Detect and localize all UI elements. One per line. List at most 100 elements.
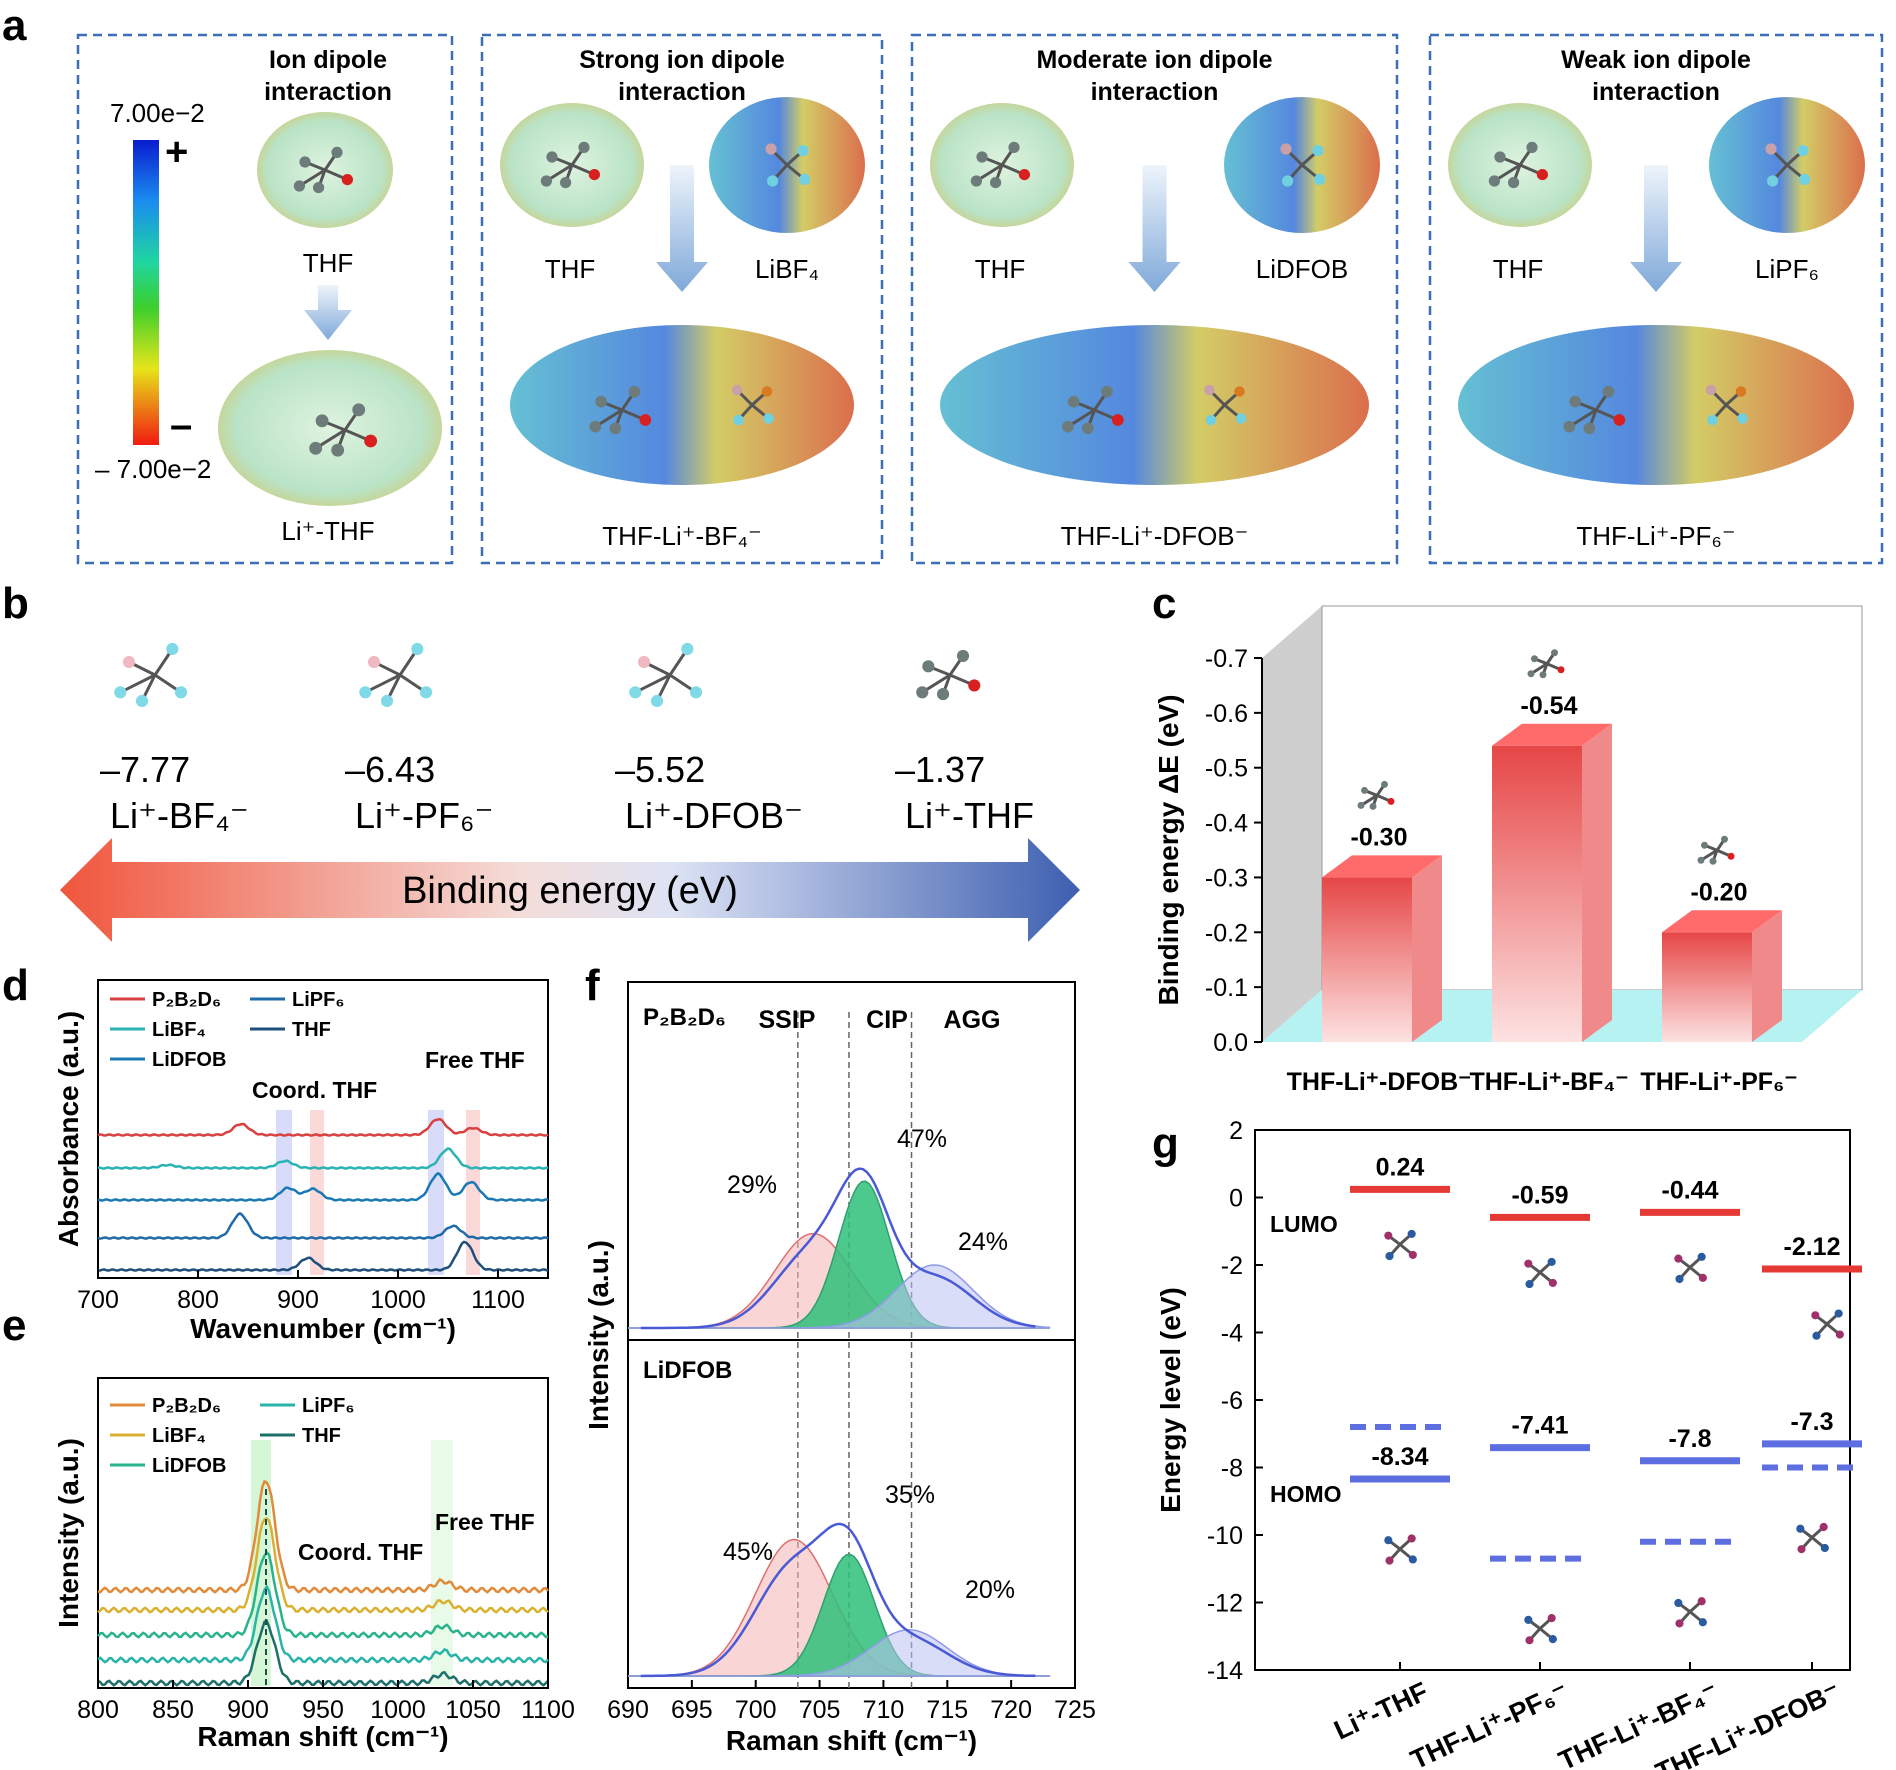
anion-molecule-4 (916, 649, 981, 701)
atom (1551, 649, 1558, 657)
atom (1812, 1331, 1821, 1340)
atom (1698, 1618, 1707, 1627)
atom (331, 146, 343, 158)
atom (681, 642, 694, 656)
x-tick-label: 720 (990, 1696, 1032, 1724)
atom (1834, 1309, 1843, 1318)
bond (364, 673, 401, 694)
salt-molecule (765, 143, 811, 187)
atom (411, 642, 424, 656)
x-tick-label: 700 (77, 1286, 119, 1314)
y-tick-label: -0.3 (1205, 864, 1248, 892)
homo-value-2: -7.41 (1512, 1412, 1569, 1440)
binding-value-3: –5.52 (615, 749, 705, 790)
bar-side (1412, 855, 1442, 1042)
coord-band-1 (276, 1110, 292, 1275)
box1-product: Li⁺-THF (281, 516, 374, 546)
complex-thf-part (1062, 385, 1124, 435)
component-percent-AGG: 24% (958, 1228, 1008, 1256)
atom (628, 385, 641, 398)
atom (1701, 841, 1708, 849)
panel-label-f: f (585, 961, 600, 1010)
atom (1312, 145, 1324, 157)
colorbar (133, 140, 159, 445)
y-axis-title: Energy level (eV) (1155, 1287, 1186, 1513)
atom (1204, 384, 1215, 396)
y-tick-label: -4 (1221, 1320, 1243, 1348)
colorbar-minus: – (170, 403, 192, 447)
category-label-1: Li⁺-THF (1329, 1676, 1432, 1745)
atom (1361, 786, 1368, 794)
homo-label: HOMO (1270, 1481, 1342, 1507)
atom (1709, 857, 1717, 865)
atom (1797, 1545, 1806, 1554)
atom (956, 649, 970, 663)
atom (166, 642, 179, 656)
box3-reactant-1: THF (975, 254, 1026, 284)
annotation-free-thf: Free THF (425, 1047, 525, 1073)
legend-label: LiDFOB (152, 1455, 226, 1477)
bar-side (1752, 910, 1782, 1042)
atom (1811, 1311, 1820, 1320)
x-tick-label: 700 (735, 1696, 777, 1724)
series-line-3 (97, 1171, 549, 1202)
atom (1385, 1556, 1394, 1565)
series-line-1 (97, 1117, 549, 1137)
atom (799, 173, 811, 185)
atom (1765, 143, 1777, 155)
atom (1018, 169, 1030, 181)
interaction-box-1 (76, 33, 454, 565)
atom (293, 180, 305, 192)
x-tick-label: 1050 (445, 1696, 501, 1724)
atom (1799, 173, 1811, 185)
atom (309, 441, 323, 455)
y-tick-label: -0.6 (1205, 700, 1248, 728)
x-tick-label: 710 (863, 1696, 905, 1724)
y-axis-title: Intensity (a.u.) (53, 1438, 84, 1628)
panel-label-b: b (2, 579, 29, 628)
annotation-coord-thf: Coord. THF (298, 1539, 423, 1565)
y-tick-label: -10 (1207, 1522, 1243, 1550)
thf-molecule (970, 141, 1030, 189)
homo-orbital-3 (1674, 1597, 1707, 1628)
atom (114, 686, 127, 699)
box3-title-2: interaction (1091, 78, 1219, 106)
atom (1525, 1279, 1534, 1289)
atom (1674, 1598, 1683, 1608)
x-tick-label: 900 (227, 1696, 269, 1724)
lumo-orbital-1 (1384, 1229, 1417, 1261)
x-axis-title: Raman shift (cm⁻¹) (197, 1721, 448, 1752)
atom (1675, 1619, 1684, 1628)
box4-reactant-1: THF (1493, 254, 1544, 284)
component-percent-CIP: 47% (897, 1125, 947, 1153)
box4-title-2: interaction (1592, 78, 1720, 106)
x-tick-label: 1000 (370, 1696, 426, 1724)
x-tick-label: 900 (277, 1286, 319, 1314)
atom (1675, 1274, 1684, 1284)
binding-label-2: Li⁺-PF₆⁻ (355, 795, 494, 836)
annotation-free-thf: Free THF (435, 1509, 535, 1535)
y-tick-label: -0.4 (1205, 810, 1248, 838)
anion-molecule-2 (359, 642, 433, 708)
box4-reactant-2: LiPF₆ (1755, 254, 1819, 284)
free-band-1 (310, 1110, 324, 1275)
atom (1101, 385, 1113, 398)
x-axis-title: Raman shift (cm⁻¹) (726, 1725, 977, 1756)
atom (419, 686, 433, 699)
atom (1531, 655, 1538, 663)
atom (299, 156, 311, 168)
plot-frame (97, 979, 549, 1279)
category-label: THF-Li⁺-BF₄⁻ (1469, 1068, 1628, 1096)
bar-1 (1322, 855, 1442, 1042)
bar-front (1492, 745, 1582, 1042)
atom (1737, 413, 1748, 424)
legend-label: LiPF₆ (302, 1395, 354, 1417)
subpanel-name-2: LiDFOB (643, 1357, 732, 1384)
complex-thf-part (1563, 385, 1626, 435)
atom (174, 686, 188, 699)
atom (1008, 141, 1020, 153)
component-percent-SSIP: 29% (727, 1171, 777, 1199)
atom (1583, 422, 1596, 435)
coord-band-2 (428, 1110, 444, 1275)
component-peak-CIP (628, 1553, 1050, 1677)
